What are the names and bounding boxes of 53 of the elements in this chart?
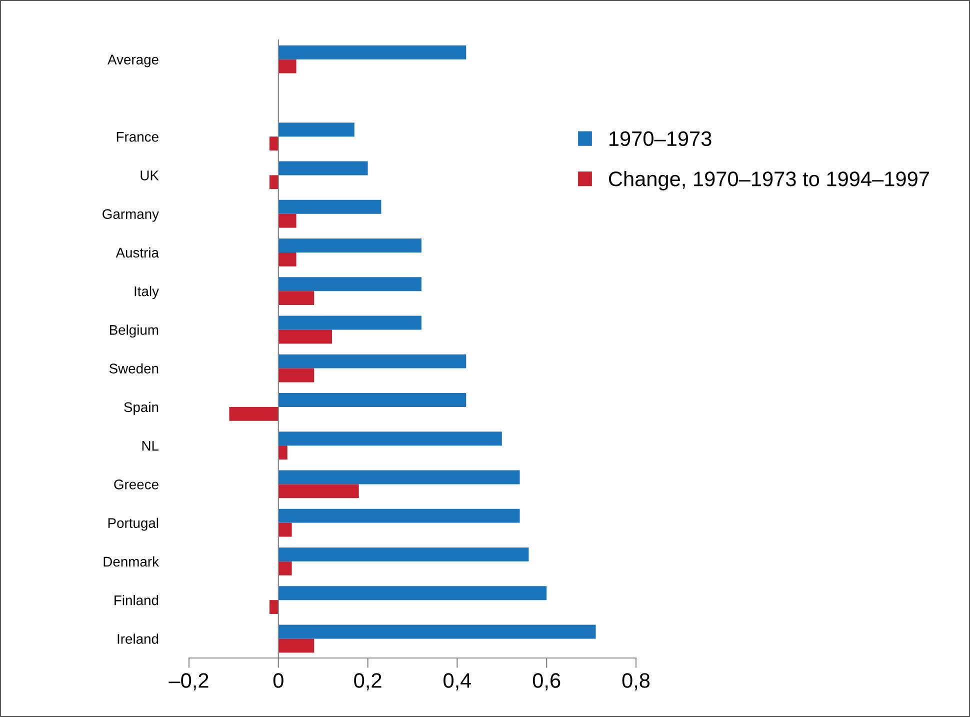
bar <box>278 624 596 639</box>
bar <box>278 252 296 266</box>
bar <box>278 508 520 523</box>
y-tick-label: Finland <box>114 595 158 606</box>
bar <box>229 406 278 421</box>
bar <box>278 214 296 228</box>
bar <box>278 277 422 292</box>
bar <box>278 470 520 484</box>
legend-label: Change, 1970–1973 to 1994–1997 <box>608 171 929 190</box>
bar <box>278 484 359 498</box>
y-tick-label: NL <box>142 441 159 451</box>
x-tick-label: 0,6 <box>532 673 560 690</box>
bar <box>278 548 529 562</box>
x-tick-label: 0,8 <box>622 673 650 690</box>
y-tick-label: Austria <box>116 247 159 258</box>
bar <box>278 522 292 537</box>
bar <box>278 446 288 460</box>
bar <box>278 330 332 344</box>
y-tick-label: Portugal <box>108 518 158 531</box>
bar <box>278 638 314 653</box>
x-tick-label: 0,2 <box>354 673 382 690</box>
y-tick-label: Sweden <box>109 363 158 374</box>
bar <box>278 122 354 137</box>
bar <box>278 59 296 74</box>
bar <box>278 432 502 446</box>
bar <box>278 316 422 330</box>
y-tick-label: Spain <box>124 402 158 415</box>
bar <box>278 45 466 60</box>
bar <box>278 238 422 252</box>
legend-label: 1970–1973 <box>610 131 712 146</box>
y-tick-label: Greece <box>114 480 158 490</box>
x-tick-label: 0,4 <box>444 673 472 690</box>
bar <box>278 561 292 576</box>
bar <box>278 586 547 600</box>
y-tick-label: Garmany <box>102 209 159 222</box>
y-tick-label: Ireland <box>118 634 158 644</box>
bar <box>269 136 278 150</box>
bar <box>278 161 368 176</box>
y-tick-label: Denmark <box>104 556 160 567</box>
y-tick-label: UK <box>140 170 159 180</box>
bar <box>278 393 466 407</box>
x-tick-label: –0,2 <box>168 673 208 690</box>
x-tick-label: 0 <box>273 673 284 688</box>
bar <box>278 291 314 305</box>
y-tick-label: France <box>116 132 158 142</box>
bar <box>269 600 278 614</box>
y-tick-label: Average <box>108 54 158 68</box>
y-tick-label: Belgium <box>110 324 158 338</box>
bar <box>278 200 382 214</box>
y-tick-label: Italy <box>134 286 159 299</box>
bar <box>278 368 314 382</box>
bar <box>278 354 466 368</box>
bar <box>269 175 278 190</box>
